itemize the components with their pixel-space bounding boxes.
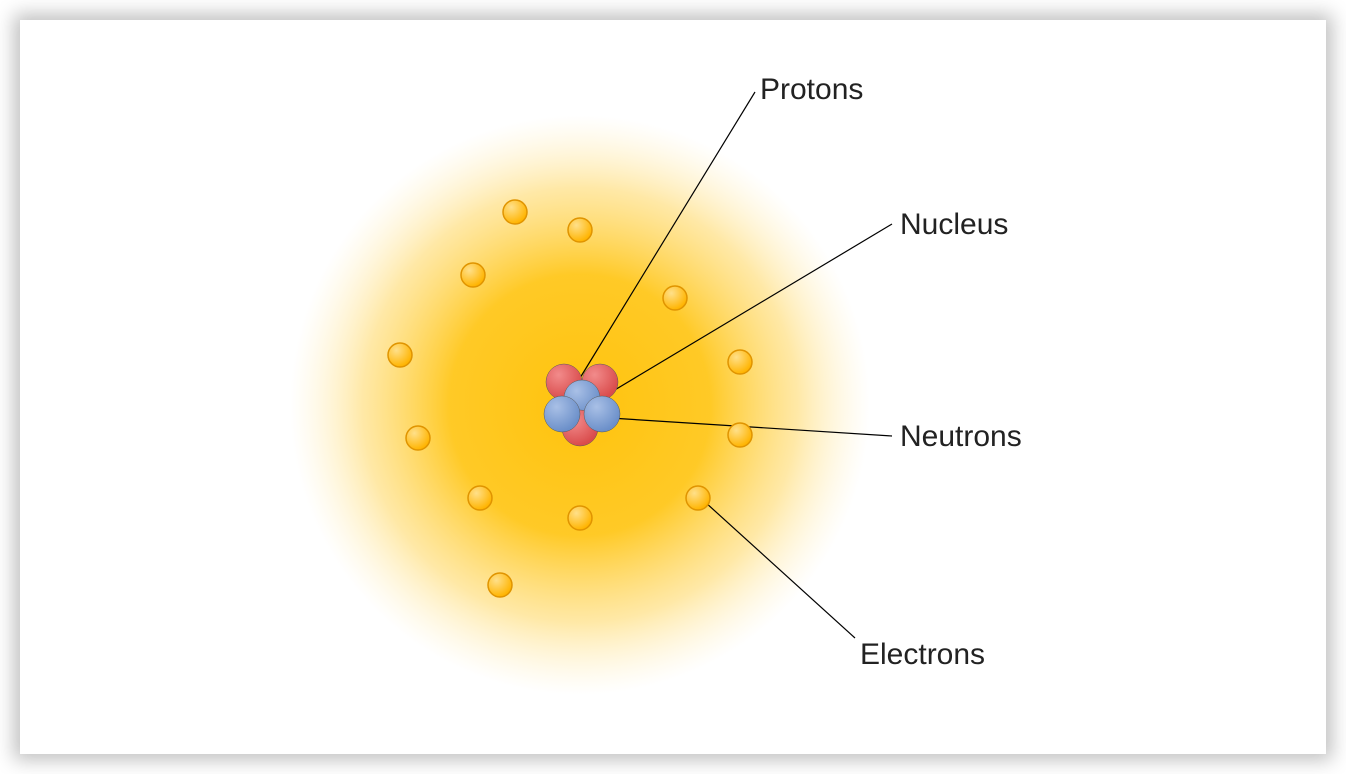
neutron — [544, 396, 580, 432]
electron — [663, 286, 687, 310]
electron — [388, 343, 412, 367]
diagram-frame: Protons Nucleus Neutrons Electrons — [20, 20, 1326, 754]
neutron — [584, 396, 620, 432]
electron — [728, 350, 752, 374]
electron — [461, 263, 485, 287]
atom-svg — [20, 20, 1326, 754]
label-electrons: Electrons — [860, 640, 985, 670]
electron — [468, 486, 492, 510]
label-neutrons: Neutrons — [900, 422, 1022, 452]
electron — [503, 200, 527, 224]
label-protons: Protons — [760, 75, 863, 105]
electron — [686, 486, 710, 510]
label-nucleus: Nucleus — [900, 210, 1008, 240]
electron — [568, 506, 592, 530]
electron — [728, 423, 752, 447]
atom-diagram: Protons Nucleus Neutrons Electrons — [20, 20, 1326, 754]
electron — [568, 218, 592, 242]
electron — [406, 426, 430, 450]
electron — [488, 573, 512, 597]
